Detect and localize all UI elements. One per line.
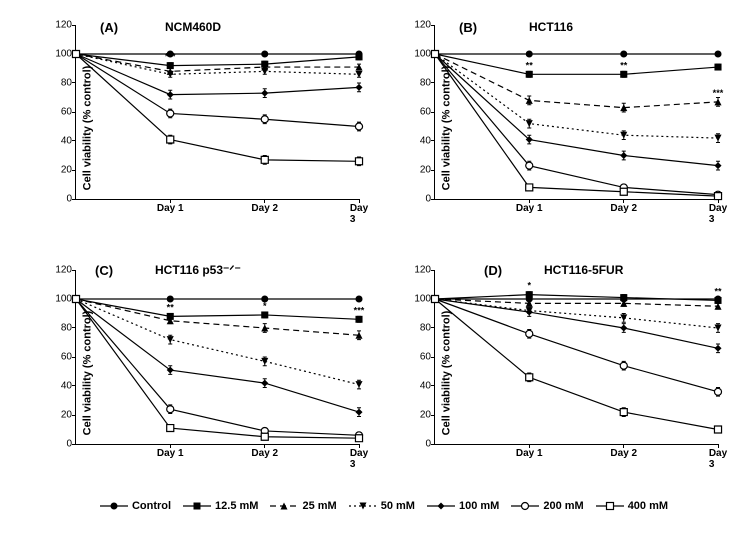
svg-text:**: ** bbox=[714, 287, 722, 297]
legend-label: 100 mM bbox=[459, 500, 499, 512]
legend-item-c25: 25 mM bbox=[270, 500, 336, 512]
chart-area: 020406080100120Day 1Day 2Day 3**** bbox=[75, 25, 359, 200]
legend-item-c200: 200 mM bbox=[511, 500, 583, 512]
svg-text:*: * bbox=[527, 281, 531, 291]
chart-area: 020406080100120Day 1Day 2Day 3*** bbox=[434, 270, 718, 445]
panel-A: (A)NCM460DCell viability (% control)0204… bbox=[20, 15, 369, 240]
svg-text:**: ** bbox=[526, 60, 534, 70]
legend-item-c50: 50 mM bbox=[349, 500, 415, 512]
svg-text:*: * bbox=[263, 301, 267, 311]
markers-svg: *** bbox=[435, 270, 718, 444]
legend-label: 25 mM bbox=[302, 500, 336, 512]
panel-C: (C)HCT116 p53⁻ᐟ⁻Cell viability (% contro… bbox=[20, 260, 369, 485]
x-tick-mark bbox=[359, 444, 360, 448]
legend-label: 50 mM bbox=[381, 500, 415, 512]
legend-item-c100: 100 mM bbox=[427, 500, 499, 512]
legend-label: 200 mM bbox=[543, 500, 583, 512]
legend-marker-icon bbox=[511, 500, 539, 512]
chart-area: 020406080100120Day 1Day 2Day 3****** bbox=[75, 270, 359, 445]
x-tick-mark bbox=[718, 444, 719, 448]
legend-marker-icon bbox=[270, 500, 298, 512]
svg-text:***: *** bbox=[354, 305, 365, 315]
x-tick-mark bbox=[623, 444, 624, 448]
x-tick-mark bbox=[529, 444, 530, 448]
panel-D: (D)HCT116-5FURCell viability (% control)… bbox=[379, 260, 728, 485]
legend-marker-icon bbox=[183, 500, 211, 512]
svg-text:***: *** bbox=[713, 88, 724, 98]
legend-item-control: Control bbox=[100, 500, 171, 512]
legend-marker-icon bbox=[596, 500, 624, 512]
markers-svg: **** bbox=[76, 25, 359, 199]
legend-label: 12.5 mM bbox=[215, 500, 258, 512]
svg-text:***: *** bbox=[165, 52, 176, 62]
svg-text:**: ** bbox=[620, 60, 628, 70]
legend: Control 12.5 mM 25 mM 50 mM 100 mM 200 mM 400 … bbox=[0, 490, 748, 525]
panel-grid: (A)NCM460DCell viability (% control)0204… bbox=[0, 0, 748, 490]
svg-text:*: * bbox=[357, 53, 361, 63]
x-tick-mark bbox=[623, 199, 624, 203]
x-tick-mark bbox=[264, 444, 265, 448]
legend-item-c400: 400 mM bbox=[596, 500, 668, 512]
legend-label: Control bbox=[132, 500, 171, 512]
x-tick-mark bbox=[529, 199, 530, 203]
chart-area: 020406080100120Day 1Day 2Day 3******* bbox=[434, 25, 718, 200]
legend-marker-icon bbox=[349, 500, 377, 512]
legend-item-c12: 12.5 mM bbox=[183, 500, 258, 512]
x-tick-mark bbox=[264, 199, 265, 203]
panel-B: (B)HCT116Cell viability (% control)02040… bbox=[379, 15, 728, 240]
svg-text:**: ** bbox=[167, 303, 175, 313]
legend-marker-icon bbox=[100, 500, 128, 512]
x-tick-mark bbox=[170, 199, 171, 203]
markers-svg: ******* bbox=[435, 25, 718, 199]
markers-svg: ****** bbox=[76, 270, 359, 444]
legend-label: 400 mM bbox=[628, 500, 668, 512]
x-tick-mark bbox=[359, 199, 360, 203]
x-tick-mark bbox=[170, 444, 171, 448]
legend-marker-icon bbox=[427, 500, 455, 512]
